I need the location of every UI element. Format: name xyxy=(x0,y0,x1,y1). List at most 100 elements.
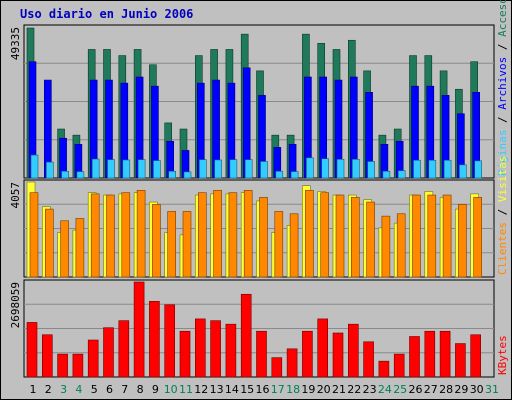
bar-clientes xyxy=(274,211,284,278)
bar-clientes xyxy=(442,194,452,278)
bar-paginas xyxy=(413,159,421,179)
bar-clientes xyxy=(458,204,467,278)
bar-clientes xyxy=(259,197,268,278)
bar-paginas xyxy=(382,170,391,179)
x-tick-label: 9 xyxy=(152,383,159,396)
x-tick-label: 24 xyxy=(378,383,392,396)
x-tick-label: 1 xyxy=(30,383,37,396)
bar-clientes xyxy=(152,204,161,278)
bar-clientes xyxy=(136,190,146,278)
bar-paginas xyxy=(474,160,483,179)
bar-kbytes xyxy=(332,332,344,378)
bar-paginas xyxy=(229,159,238,179)
chart-title: Uso diario en Junio 2006 xyxy=(20,7,194,21)
x-tick-label: 14 xyxy=(225,383,239,396)
x-tick-label: 17 xyxy=(271,383,285,396)
bar-kbytes xyxy=(57,353,68,378)
x-tick-label: 23 xyxy=(363,383,377,396)
bar-paginas xyxy=(214,159,222,179)
x-tick-label: 3 xyxy=(60,383,67,396)
x-tick-label: 26 xyxy=(409,383,423,396)
x-tick-label: 2 xyxy=(45,383,52,396)
y-max-label: 2698059 xyxy=(9,282,22,328)
bar-clientes xyxy=(396,213,406,278)
bar-paginas xyxy=(397,170,406,179)
x-tick-label: 12 xyxy=(194,383,208,396)
bar-clientes xyxy=(381,215,391,278)
y-max-label: 4057 xyxy=(9,182,22,209)
bar-paginas xyxy=(428,159,437,179)
bar-kbytes xyxy=(439,330,451,378)
bar-paginas xyxy=(45,161,54,179)
bar-clientes xyxy=(121,192,131,278)
bar-paginas xyxy=(153,160,161,179)
legend-segment: Páginas xyxy=(496,130,509,176)
bar-paginas xyxy=(443,159,452,179)
bar-clientes xyxy=(366,201,375,278)
bar-clientes xyxy=(350,197,360,278)
legend-segment: Clientes xyxy=(496,222,509,275)
bar-kbytes xyxy=(393,353,405,378)
bar-paginas xyxy=(107,159,115,179)
bar-paginas xyxy=(459,164,467,179)
x-tick-label: 30 xyxy=(470,383,484,396)
bar-kbytes xyxy=(271,357,283,378)
legend-segment: Visitas xyxy=(496,156,509,202)
bar-paginas xyxy=(321,158,330,179)
bar-clientes xyxy=(75,218,85,278)
bar-clientes xyxy=(182,211,192,278)
bar-paginas xyxy=(244,159,253,179)
legend-segment: Accesos xyxy=(496,0,509,37)
bar-kbytes xyxy=(378,360,390,378)
bar-clientes xyxy=(106,194,115,278)
bar-kbytes xyxy=(317,318,329,378)
bar-paginas xyxy=(76,171,85,179)
bar-kbytes xyxy=(225,323,237,378)
y-max-label: 49335 xyxy=(9,27,22,60)
bar-clientes xyxy=(473,197,483,278)
x-tick-label: 18 xyxy=(286,383,300,396)
x-tick-label: 5 xyxy=(91,383,98,396)
bar-kbytes xyxy=(409,336,420,378)
bar-paginas xyxy=(91,158,100,179)
legend-segment: / xyxy=(496,202,509,222)
bar-paginas xyxy=(61,170,69,179)
bar-clientes xyxy=(289,213,299,278)
x-tick-label: 10 xyxy=(164,383,178,396)
x-tick-label: 27 xyxy=(424,383,438,396)
bar-kbytes xyxy=(41,334,53,378)
bar-paginas xyxy=(351,159,360,179)
bar-paginas xyxy=(122,159,131,179)
x-tick-label: 15 xyxy=(240,383,254,396)
x-tick-label: 13 xyxy=(210,383,224,396)
bar-clientes xyxy=(243,190,253,278)
bar-clientes xyxy=(320,192,330,278)
bar-paginas xyxy=(275,170,284,179)
bar-kbytes xyxy=(26,322,38,378)
series-legend-label: KBytes xyxy=(496,335,509,375)
x-tick-label: 11 xyxy=(179,383,193,396)
bar-kbytes xyxy=(240,293,252,378)
bar-kbytes xyxy=(72,353,84,378)
bar-clientes xyxy=(213,190,222,278)
bar-paginas xyxy=(306,157,314,179)
bar-clientes xyxy=(412,194,421,278)
bar-kbytes xyxy=(470,334,482,378)
legend-segment: / xyxy=(496,37,509,57)
bar-kbytes xyxy=(347,323,359,378)
bar-kbytes xyxy=(149,300,160,378)
bar-paginas xyxy=(290,171,299,179)
bar-clientes xyxy=(29,192,39,278)
bar-paginas xyxy=(30,154,39,179)
bar-paginas xyxy=(336,159,345,179)
bar-clientes xyxy=(44,208,54,278)
x-tick-label: 29 xyxy=(454,383,468,396)
x-tick-label: 20 xyxy=(317,383,331,396)
bar-paginas xyxy=(168,170,176,179)
bar-kbytes xyxy=(302,330,313,378)
bar-clientes xyxy=(60,220,69,278)
series-legend-label: Clientes / Visitas xyxy=(496,156,509,275)
legend-segment: Archivos xyxy=(496,57,509,110)
bar-clientes xyxy=(228,192,238,278)
